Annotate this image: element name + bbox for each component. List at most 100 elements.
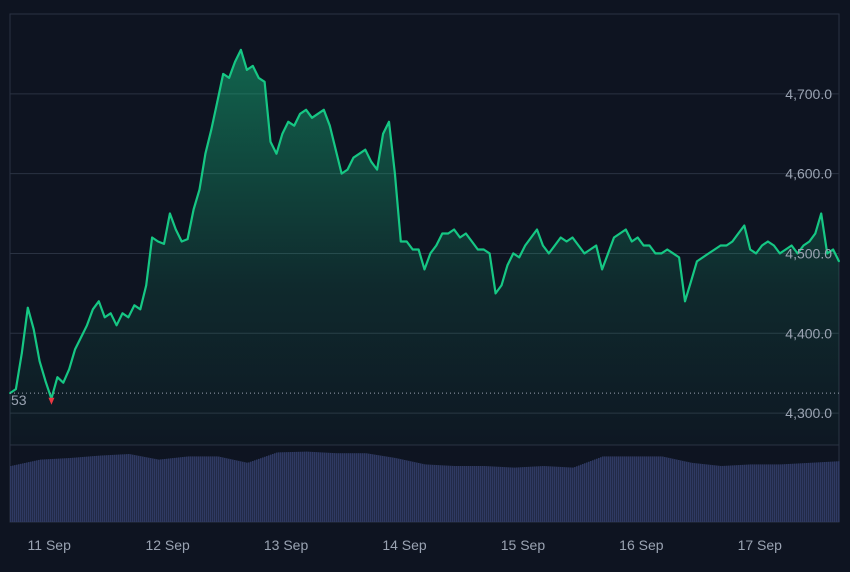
volume-bar: [786, 464, 788, 522]
volume-bar: [298, 451, 300, 522]
volume-bar: [764, 464, 766, 522]
volume-bar: [400, 459, 402, 522]
price-point: [204, 152, 207, 155]
volume-bar: [550, 466, 552, 522]
volume-bar: [784, 464, 786, 522]
price-point: [613, 236, 615, 239]
volume-bar: [348, 453, 350, 522]
volume-bar: [370, 453, 372, 522]
volume-bar: [332, 453, 334, 522]
volume-bar: [146, 457, 148, 522]
volume-bar: [508, 467, 510, 522]
price-point: [38, 360, 41, 363]
price-point: [174, 228, 177, 231]
price-area-fill: [10, 49, 839, 446]
volume-bar: [28, 462, 30, 522]
volume-bar: [360, 453, 362, 522]
volume-bar: [412, 461, 414, 522]
volume-bar: [466, 466, 468, 522]
volume-bar: [216, 456, 218, 522]
price-point: [382, 132, 384, 135]
volume-bar: [700, 463, 702, 522]
volume-bar: [630, 456, 632, 522]
volume-bar: [158, 459, 160, 522]
volume-bar: [232, 459, 234, 522]
volume-bar: [242, 461, 244, 522]
volume-bar: [58, 458, 60, 522]
volume-bar: [772, 464, 774, 522]
volume-bar: [206, 456, 208, 522]
price-point: [340, 172, 343, 175]
volume-bar: [724, 465, 726, 522]
volume-bar: [800, 463, 802, 522]
volume-bar: [18, 464, 20, 522]
volume-bar: [92, 456, 94, 522]
price-point: [240, 49, 242, 51]
volume-bar: [392, 457, 394, 522]
x-tick-label: 17 Sep: [738, 537, 783, 553]
volume-bar: [770, 464, 772, 522]
volume-bar: [718, 465, 720, 522]
price-point: [790, 244, 793, 247]
price-point: [109, 312, 112, 315]
volume-bar: [120, 454, 122, 522]
volume-bar: [238, 460, 240, 522]
volume-bar: [570, 467, 572, 522]
price-point: [542, 244, 544, 247]
volume-bar: [414, 462, 416, 522]
volume-bar: [398, 458, 400, 522]
volume-bar: [396, 458, 398, 522]
volume-bar: [292, 451, 294, 522]
volume-bar: [740, 464, 742, 522]
x-tick-label: 11 Sep: [28, 537, 72, 553]
volume-bar: [618, 456, 620, 522]
price-point: [317, 112, 319, 115]
volume-bar: [338, 453, 340, 522]
volume-bar: [520, 467, 522, 522]
volume-bar: [532, 466, 534, 522]
volume-bar: [524, 467, 526, 522]
volume-bar: [36, 460, 38, 522]
price-point: [429, 252, 432, 255]
price-point: [476, 248, 479, 251]
volume-bar: [598, 457, 600, 522]
volume-bar: [404, 459, 406, 522]
volume-bar: [614, 456, 616, 522]
volume-bar: [30, 461, 32, 522]
volume-bar: [558, 466, 560, 522]
volume-bar: [340, 453, 342, 522]
volume-bar: [192, 456, 194, 522]
volume-bar: [676, 459, 678, 522]
volume-bar: [468, 466, 470, 522]
volume-bar: [108, 455, 110, 522]
volume-bar: [444, 465, 446, 522]
volume-bar: [620, 456, 622, 522]
volume-bar: [624, 456, 626, 522]
price-point: [346, 168, 349, 171]
volume-bar: [480, 466, 482, 522]
volume-bar: [190, 456, 192, 522]
volume-bar: [752, 464, 754, 522]
volume-bar: [148, 457, 150, 522]
volume-bar: [710, 464, 712, 522]
volume-bar: [512, 467, 514, 522]
price-point: [737, 232, 740, 235]
price-point: [441, 232, 444, 235]
price-point: [530, 236, 532, 239]
price-point: [826, 252, 829, 255]
price-point: [275, 152, 278, 155]
volume-bar: [46, 459, 48, 522]
volume-bar: [226, 458, 228, 522]
price-point: [121, 312, 124, 315]
volume-bar: [542, 466, 544, 522]
price-point: [524, 244, 527, 247]
price-point: [127, 316, 130, 319]
price-point: [352, 156, 355, 159]
volume-bar: [376, 454, 378, 522]
price-point: [92, 308, 94, 311]
volume-bar: [774, 464, 776, 522]
price-point: [577, 244, 580, 247]
volume-bar: [14, 465, 16, 522]
price-point: [630, 240, 633, 243]
price-point: [601, 268, 604, 271]
